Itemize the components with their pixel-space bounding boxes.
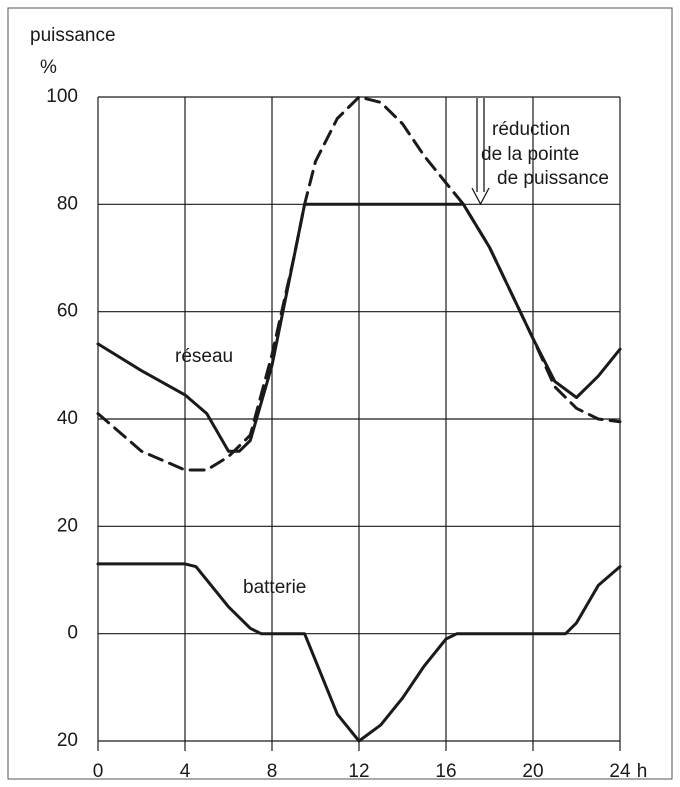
annotation: réseau — [175, 346, 233, 367]
y-tick-label: 20 — [57, 515, 78, 536]
frame — [7, 7, 673, 780]
series-line — [96, 562, 622, 743]
y-label: puissance — [30, 25, 116, 46]
y-tick-label: 20 — [57, 730, 78, 751]
y-tick-label: 60 — [57, 301, 78, 322]
annotation: de puissance — [497, 168, 609, 189]
annotation: de la pointe — [481, 144, 579, 165]
x-unit: h — [637, 761, 648, 782]
x-tick-label: 20 — [522, 761, 543, 782]
y-tick-label: 0 — [67, 623, 78, 644]
series-line — [96, 95, 622, 472]
annotation: batterie — [243, 577, 306, 598]
x-tick-label: 12 — [348, 761, 369, 782]
x-tick-label: 8 — [267, 761, 278, 782]
y-tick-label: 100 — [46, 86, 78, 107]
x-tick-label: 16 — [435, 761, 456, 782]
x-tick-label: 24 — [609, 761, 631, 782]
y-unit: % — [40, 57, 57, 78]
annotation: réduction — [492, 119, 570, 140]
y-tick-label: 80 — [57, 193, 78, 214]
x-tick-label: 4 — [180, 761, 191, 782]
y-tick-label: 40 — [57, 408, 78, 429]
x-tick-label: 0 — [93, 761, 104, 782]
